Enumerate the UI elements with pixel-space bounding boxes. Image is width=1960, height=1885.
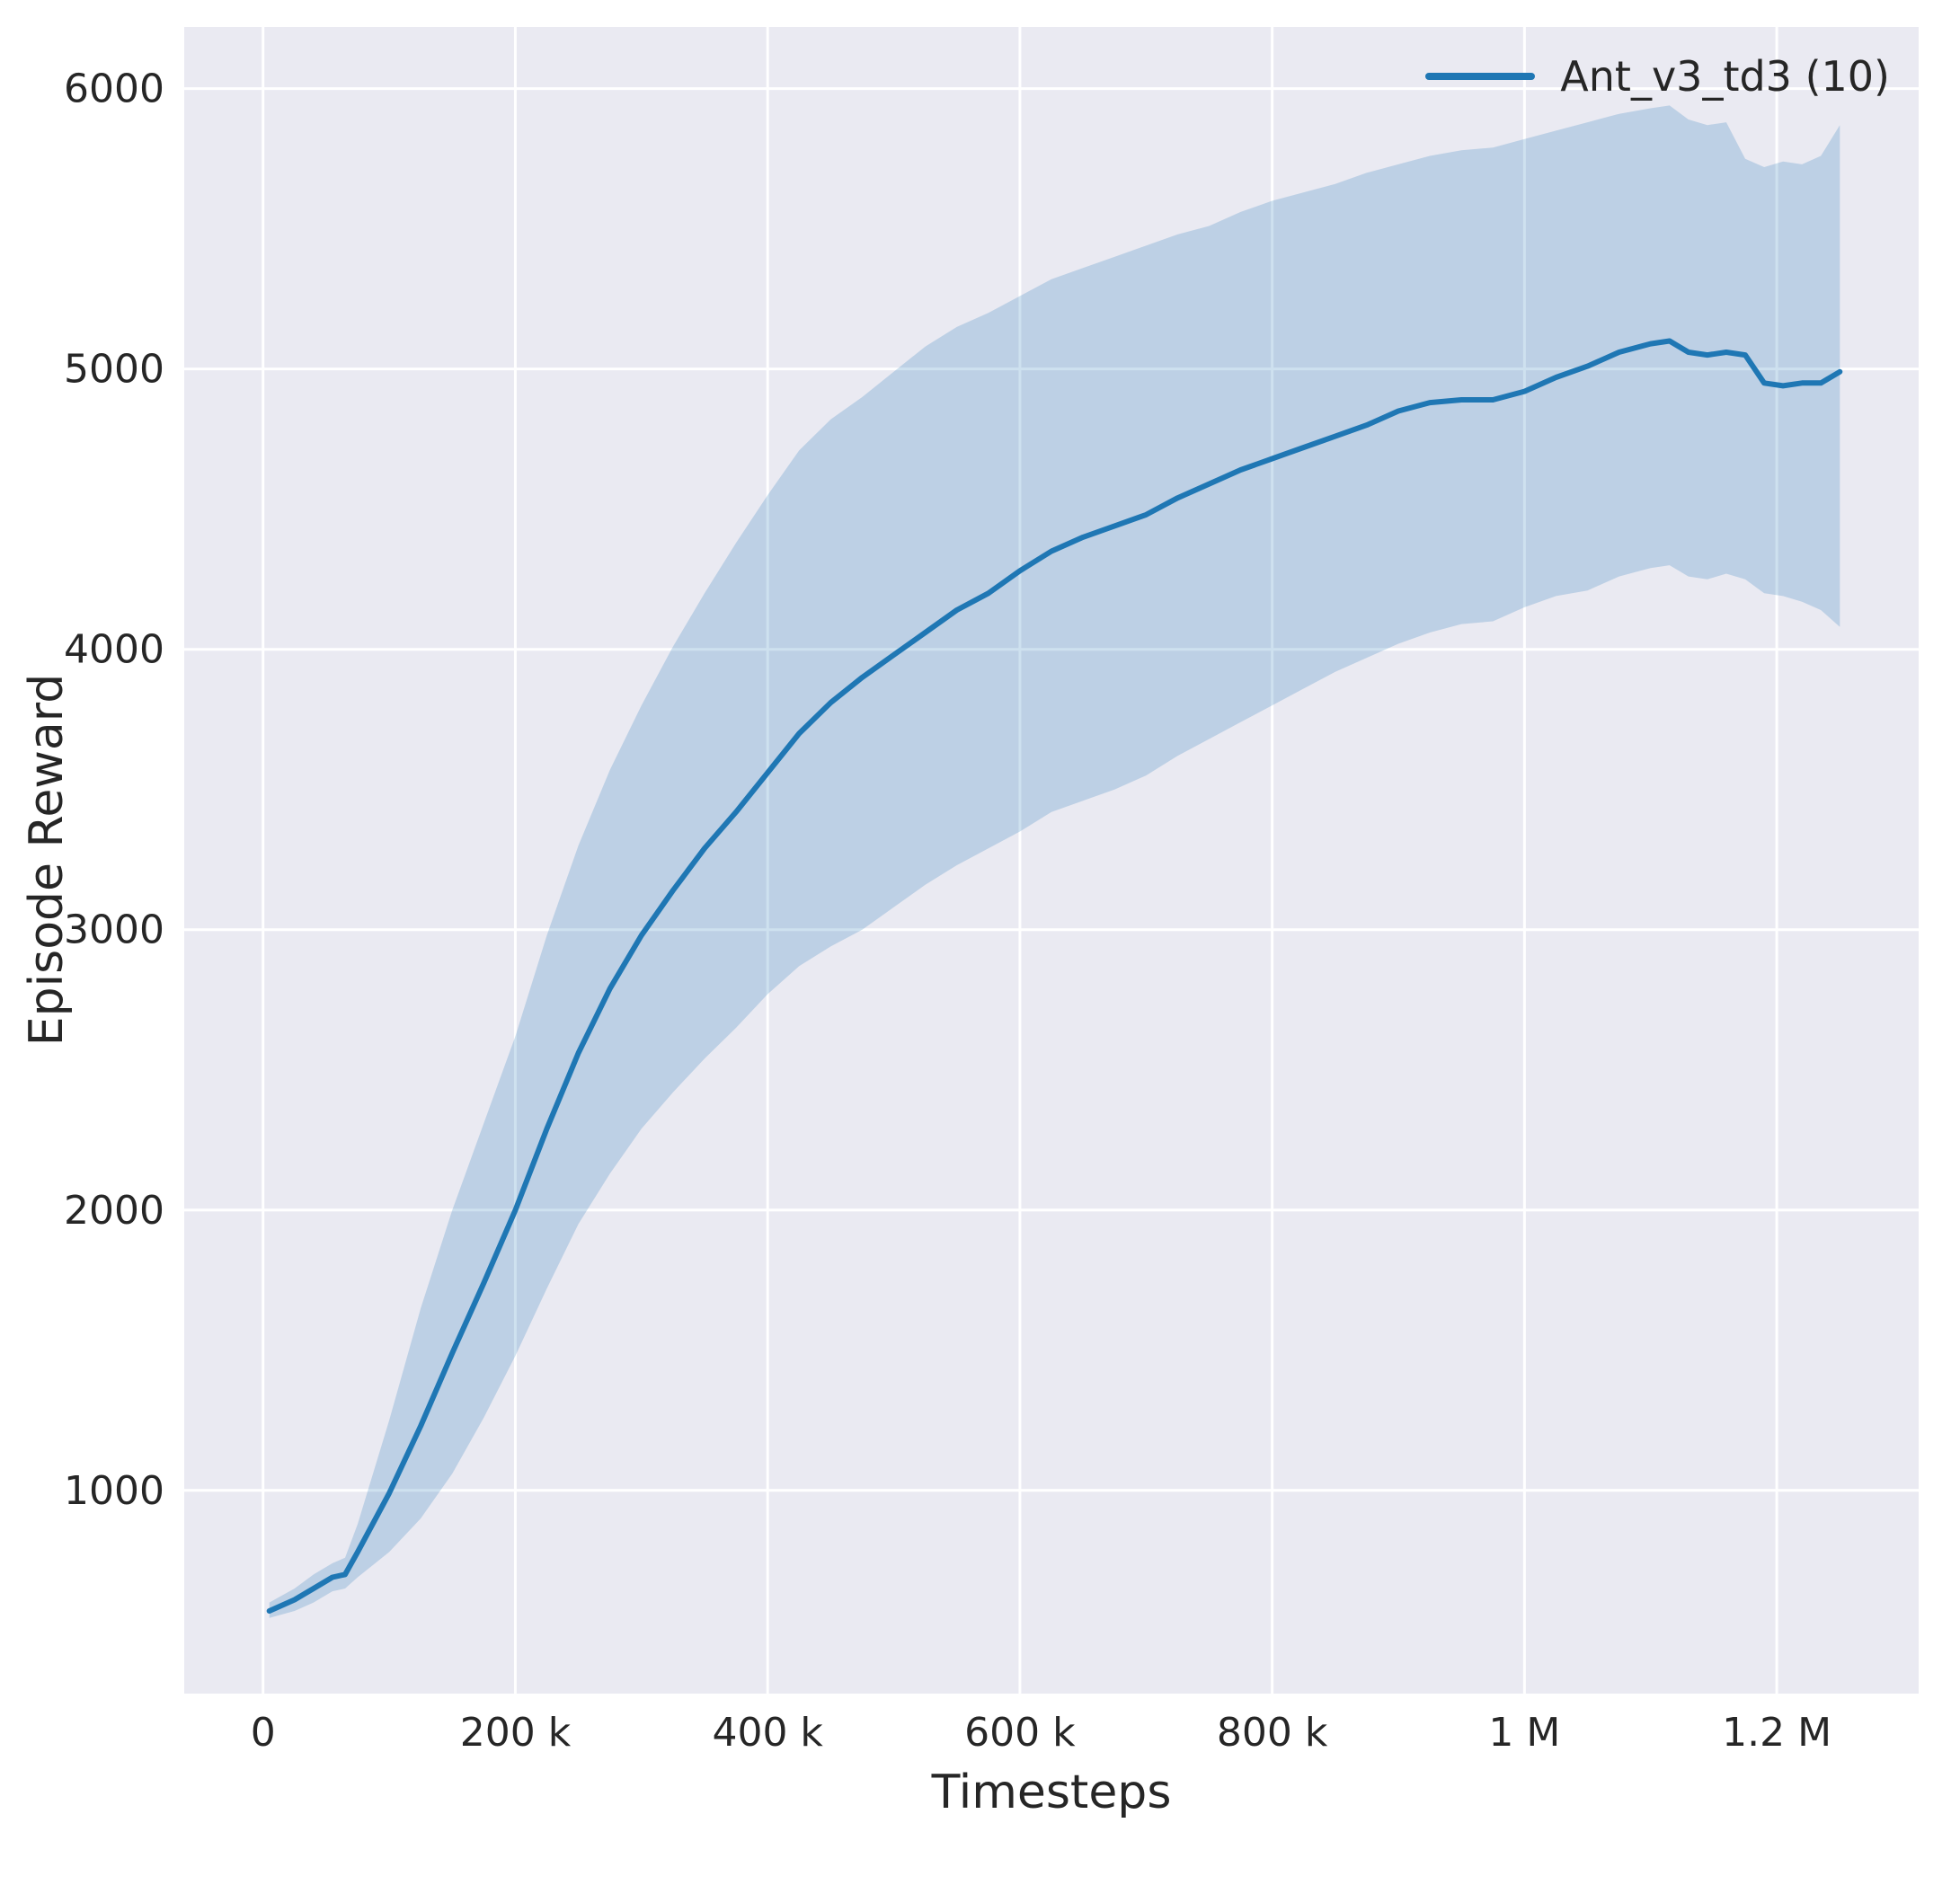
legend-label: Ant_v3_td3 (10): [1560, 52, 1890, 101]
x-axis-label: Timesteps: [931, 1766, 1172, 1819]
x-tick-label: 600 k: [964, 1710, 1076, 1756]
y-tick-label: 6000: [64, 66, 164, 112]
legend-line-swatch: [1425, 73, 1536, 80]
x-tick-label: 1.2 M: [1722, 1710, 1831, 1756]
y-axis-label: Episode Reward: [20, 673, 74, 1047]
mean-line: [266, 338, 1843, 1614]
x-tick-label: 200 k: [460, 1710, 572, 1756]
y-tick-label: 4000: [64, 627, 164, 673]
y-tick-label: 5000: [64, 347, 164, 393]
y-tick-label: 2000: [64, 1188, 164, 1234]
y-tick-label: 1000: [64, 1468, 164, 1514]
x-tick-label: 1 M: [1488, 1710, 1560, 1756]
x-tick-label: 0: [251, 1710, 276, 1756]
y-tick-label: 3000: [64, 907, 164, 953]
plot-background: [184, 27, 1919, 1694]
x-tick-label: 400 k: [712, 1710, 823, 1756]
confidence-band: [269, 105, 1840, 1618]
legend: Ant_v3_td3 (10): [1425, 52, 1890, 101]
x-tick-label: 800 k: [1217, 1710, 1328, 1756]
